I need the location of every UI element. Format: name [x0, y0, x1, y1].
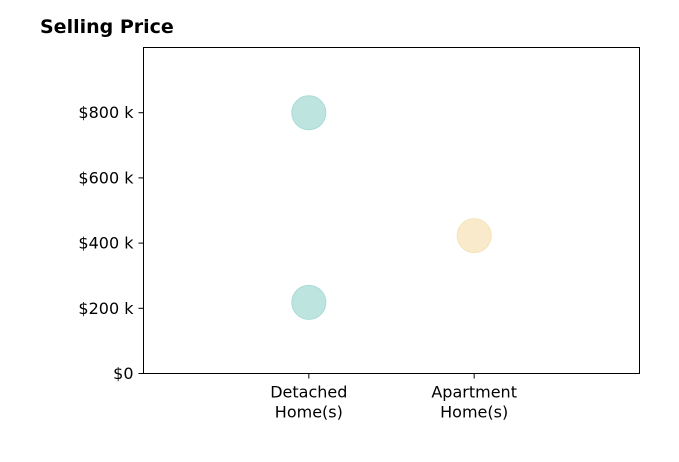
y-tick-label: $0	[113, 364, 133, 383]
y-tick-label: $200 k	[78, 299, 134, 318]
y-axis: $0 $200 k $400 k $600 k $800 k	[78, 103, 144, 383]
data-point	[291, 284, 327, 320]
y-tick-label: $600 k	[78, 168, 134, 187]
x-tick-label: Apartment Home(s)	[431, 383, 517, 422]
data-points	[291, 95, 492, 320]
y-tick-label: $400 k	[78, 234, 134, 253]
x-tick-label: Detached Home(s)	[270, 383, 347, 422]
data-point	[291, 95, 327, 131]
x-axis: Detached Home(s) Apartment Home(s)	[270, 373, 517, 422]
chart-title: Selling Price	[40, 16, 174, 38]
plot-frame	[143, 47, 640, 374]
data-point	[456, 218, 492, 254]
y-tick-label: $800 k	[78, 103, 134, 122]
